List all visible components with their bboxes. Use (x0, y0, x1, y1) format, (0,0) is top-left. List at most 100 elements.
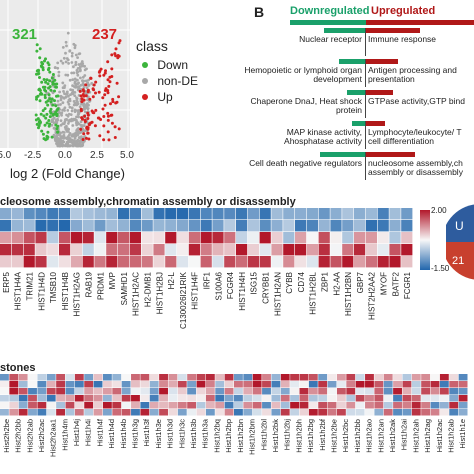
heatmap2-cell (131, 381, 140, 388)
volcano-point-up (102, 124, 106, 128)
heatmap2-cell (262, 402, 271, 409)
volcano-point-down (36, 72, 40, 76)
heatmap1-cell (318, 208, 330, 220)
heatmap1-gene-label: FCGR1 (403, 271, 412, 299)
heatmap2-cell (252, 402, 262, 409)
heatmap1-gene-label: HIST1H2BN (344, 272, 353, 316)
x-tick-label: 0.0 (58, 150, 72, 161)
heatmap1-title: cleosome assembly,chromatin assembly or … (0, 196, 296, 208)
enrichment-bar-down (352, 121, 366, 126)
volcano-point-down (38, 121, 42, 125)
heatmap1-cell (129, 208, 141, 220)
heatmap1-cell (47, 208, 59, 220)
enrichment-bar-down (320, 152, 366, 157)
heatmap1-gene-label: CYBB (285, 272, 294, 294)
heatmap2-cell (131, 395, 140, 402)
panel-b-rows: Nuclear receptor Immune response Hemopoiet… (240, 28, 474, 188)
heatmap2-cell (224, 388, 234, 395)
legend-dot-down (142, 62, 148, 68)
heatmap2-cell (393, 409, 402, 416)
volcano-point-nonde (67, 94, 70, 98)
heatmap2-cell (393, 388, 402, 395)
heatmap2-cell (196, 402, 206, 409)
heatmap1-cell (188, 208, 200, 220)
heatmap2-cell (9, 402, 19, 409)
heatmap2-cell (346, 409, 356, 416)
heatmap2-cell (355, 395, 365, 402)
heatmap2-cell (149, 402, 159, 409)
heatmap1-cell (342, 220, 354, 232)
enrichment-label-down: Nuclear receptor (299, 34, 362, 44)
heatmap2-cell (215, 395, 225, 402)
enrichment-divider (365, 152, 366, 180)
volcano-point-up (83, 114, 87, 118)
volcano-point-nonde (76, 129, 79, 132)
heatmap2-cell (65, 374, 75, 381)
heatmap2-cell (28, 374, 37, 381)
heatmap1-gene-label: TMSB10 (49, 271, 58, 303)
volcano-point-nonde (72, 42, 76, 46)
heatmap1-cell (401, 220, 413, 232)
heatmap2-cell (299, 381, 309, 388)
volcano-point-nonde (53, 135, 56, 139)
volcano-point-nonde (72, 71, 76, 75)
heatmap2: Hist2h2be Hist2h2bb Hist2h2ab Hist2h2ac Hist… (0, 374, 468, 457)
volcano-point-nonde (66, 73, 70, 77)
heatmap2-cell (140, 388, 150, 395)
heatmap2-cell (205, 381, 215, 388)
heatmap2-cell (74, 402, 84, 409)
volcano-point-nonde (50, 123, 54, 127)
volcano-point-nonde (68, 105, 72, 109)
heatmap2-cell (439, 402, 449, 409)
heatmap1-gene-label: HIST1H2BJ (155, 272, 164, 314)
heatmap1-gene-label: FCGR4 (226, 271, 235, 299)
heatmap2-cell (18, 409, 28, 416)
heatmap2-cell (346, 381, 356, 388)
panel-b: B Downregulated Upregulated Nuclear rece… (240, 0, 474, 190)
volcano-point-down (45, 121, 49, 125)
enrichment-row: Nuclear receptor Immune response (240, 28, 474, 58)
heatmap2-cell (102, 388, 112, 395)
volcano-point-up (117, 41, 121, 45)
heatmap1-cell (330, 232, 342, 244)
heatmap1-cell (236, 220, 248, 232)
heatmap1-cell (283, 256, 295, 268)
heatmap1-cell (94, 208, 106, 220)
volcano-point-nonde (84, 79, 88, 83)
heatmap2-cell (93, 402, 103, 409)
volcano-point-nonde (69, 88, 72, 92)
heatmap1-cell (11, 220, 23, 232)
heatmap1-cell (0, 232, 12, 244)
heatmap2-cell (140, 395, 150, 402)
heatmap2-cell (112, 388, 122, 395)
volcano-point-nonde (52, 116, 56, 120)
volcano-point-down (48, 97, 52, 101)
heatmap2-cell (336, 395, 346, 402)
volcano-point-nonde (77, 52, 81, 56)
volcano-point-nonde (60, 111, 64, 115)
heatmap1-cell (70, 256, 82, 268)
volcano-point-nonde (59, 59, 63, 63)
volcano-point-down (34, 113, 38, 117)
volcano-point-nonde (73, 132, 76, 136)
heatmap1-cell (306, 232, 318, 244)
volcano-point-nonde (82, 79, 86, 83)
heatmap2-cell (271, 381, 281, 388)
heatmap2-cell (383, 409, 393, 416)
heatmap1-cell (401, 232, 413, 244)
volcano-point-nonde (56, 66, 60, 70)
volcano-point-nonde (61, 46, 65, 49)
volcano-point-down (35, 49, 39, 53)
volcano-point-nonde (75, 69, 79, 72)
heatmap1-cell (165, 256, 177, 268)
heatmap2-gene-label: Hist1h4d (107, 419, 116, 449)
heatmap2-cell (159, 409, 168, 416)
volcano-point-up (80, 97, 84, 101)
volcano-point-down (55, 82, 59, 86)
volcano-point-nonde (79, 144, 83, 148)
volcano-point-nonde (67, 122, 70, 125)
heatmap2-cell (421, 409, 431, 416)
volcano-point-up (81, 93, 85, 96)
volcano-point-nonde (70, 106, 74, 110)
volcano-point-nonde (76, 56, 79, 59)
